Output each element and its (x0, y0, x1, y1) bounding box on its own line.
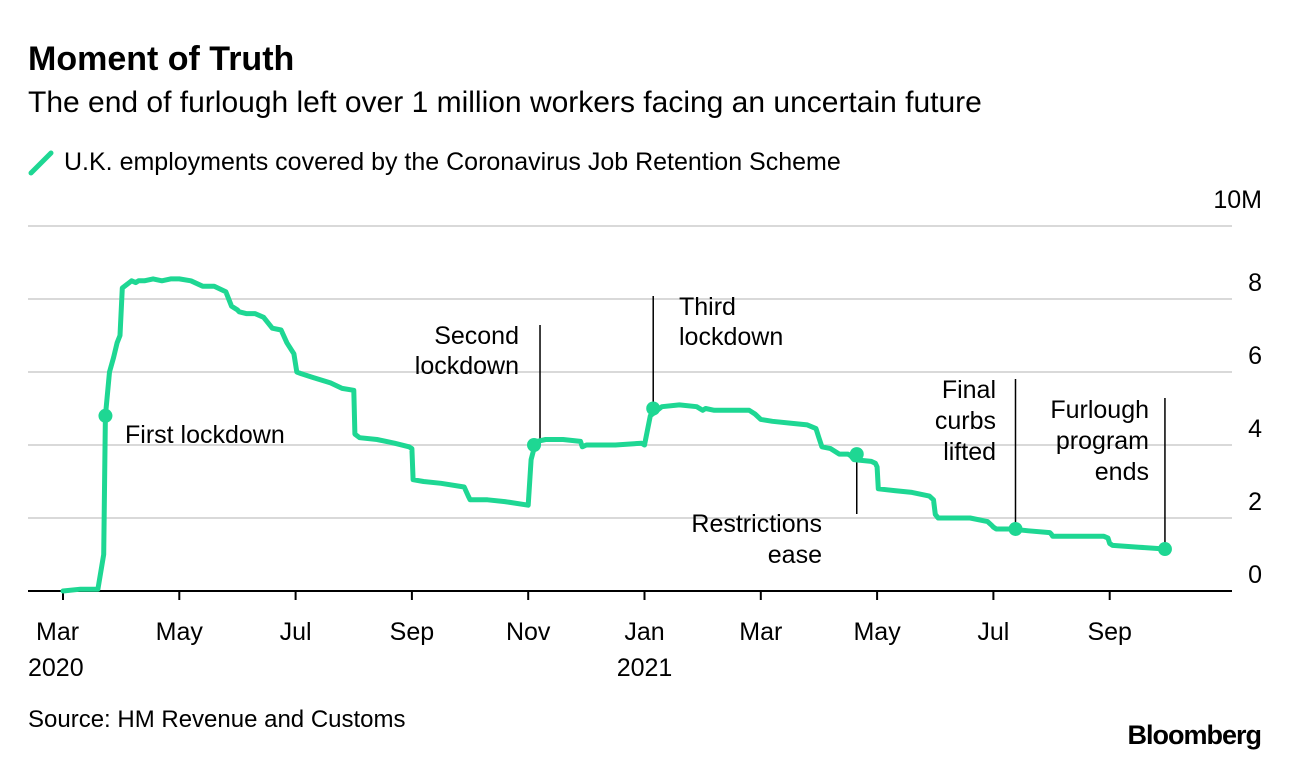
x-tick-year-label: 2021 (617, 654, 673, 682)
y-tick-label: 10M (1213, 186, 1262, 214)
y-tick-label: 4 (1248, 415, 1262, 443)
annotation-line: program (1056, 427, 1149, 455)
x-tick-label: Jan (624, 618, 664, 646)
source-note: Source: HM Revenue and Customs (28, 706, 406, 733)
line-chart: 0 2 4 6 8 10M Mar 2020 May Jul Sep Nov Jan 2021 Mar May… (28, 186, 1262, 682)
y-tick-label: 2 (1248, 488, 1262, 516)
annotation-restrictions-ease: Restrictions ease (691, 510, 822, 569)
x-tick-label: Mar (36, 618, 79, 646)
event-marker (1157, 542, 1172, 557)
annotation-line: lockdown (679, 323, 783, 351)
series-line (60, 276, 1168, 594)
x-tick-label: Sep (1087, 618, 1131, 646)
annotation-line: curbs (935, 407, 996, 435)
y-tick-label: 8 (1248, 269, 1262, 297)
x-tick-label: May (156, 618, 204, 646)
annotation-final-curbs-lifted: Final curbs lifted (935, 376, 996, 466)
bloomberg-logo: Bloomberg (1127, 720, 1262, 750)
annotation-line: First lockdown (125, 421, 285, 449)
annotation-line: Third (679, 293, 736, 321)
annotation-line: Second (434, 322, 519, 350)
y-tick-label: 6 (1248, 342, 1262, 370)
event-marker (849, 447, 864, 462)
annotation-line: ends (1095, 458, 1149, 486)
event-marker (646, 401, 661, 416)
annotation-line: Final (942, 376, 996, 404)
chart-title: Moment of Truth (28, 40, 295, 78)
chart-subtitle: The end of furlough left over 1 million … (28, 86, 982, 119)
annotation-line: lockdown (415, 352, 519, 380)
x-tick-label: Sep (390, 618, 434, 646)
event-marker (527, 438, 542, 452)
legend-line-icon (28, 150, 54, 175)
x-tick-label: Mar (739, 618, 782, 646)
annotation-furlough-program-ends: Furlough program ends (1050, 396, 1149, 486)
x-tick-year-label: 2020 (28, 654, 84, 682)
annotation-line: Restrictions (691, 510, 822, 538)
x-tick-label: May (853, 618, 901, 646)
legend-label: U.K. employments covered by the Coronavi… (64, 148, 841, 176)
annotation-line: lifted (943, 438, 996, 466)
x-tick-label: Nov (506, 618, 551, 646)
x-tick-label: Jul (280, 618, 312, 646)
annotation-second-lockdown: Second lockdown (415, 322, 519, 380)
annotation-first-lockdown: First lockdown (125, 421, 285, 449)
legend: U.K. employments covered by the Coronavi… (28, 148, 841, 177)
y-tick-label: 0 (1248, 561, 1262, 589)
annotation-third-lockdown: Third lockdown (679, 293, 783, 351)
event-marker (98, 408, 113, 423)
annotation-line: ease (768, 541, 822, 569)
x-tick-label: Jul (977, 618, 1009, 646)
annotation-line: Furlough (1050, 396, 1149, 424)
event-marker (1008, 521, 1023, 536)
